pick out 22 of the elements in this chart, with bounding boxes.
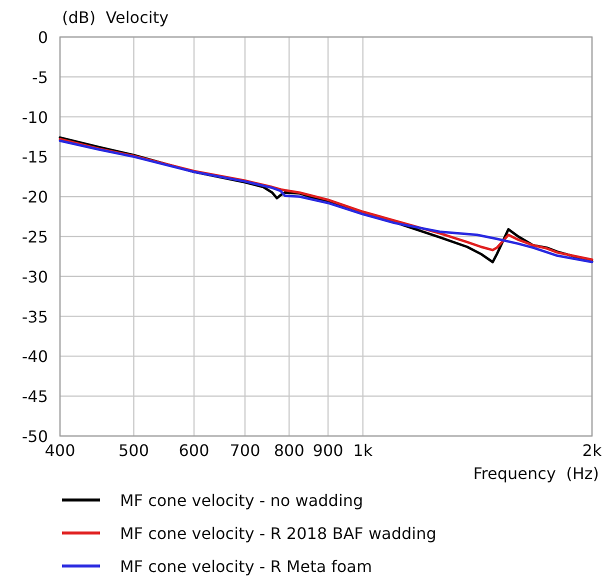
y-tick-label: -10 [22,108,48,127]
y-tick-label: -35 [22,307,48,326]
x-tick-label: 500 [118,441,150,460]
y-tick-label: 0 [38,28,48,47]
x-tick-label: 2k [582,441,602,460]
legend-label: MF cone velocity - R 2018 BAF wadding [120,524,436,543]
y-axis-title: (dB) Velocity [62,8,169,27]
x-tick-label: 700 [230,441,260,460]
x-tick-label: 600 [178,441,210,460]
x-tick-label: 800 [274,441,304,460]
y-tick-label: -40 [22,347,48,366]
y-tick-label: -45 [22,387,48,406]
y-tick-label: -15 [22,148,48,167]
legend-label: MF cone velocity - no wadding [120,491,364,510]
x-tick-label: 1k [353,441,374,460]
y-tick-label: -20 [22,188,48,207]
y-tick-label: -25 [22,228,48,246]
x-axis-title: Frequency (Hz) [473,464,599,483]
y-tick-label: -5 [32,68,48,87]
y-tick-label: -30 [22,267,48,286]
legend-label: MF cone velocity - R Meta foam [120,557,372,576]
x-tick-label: 900 [312,441,344,460]
